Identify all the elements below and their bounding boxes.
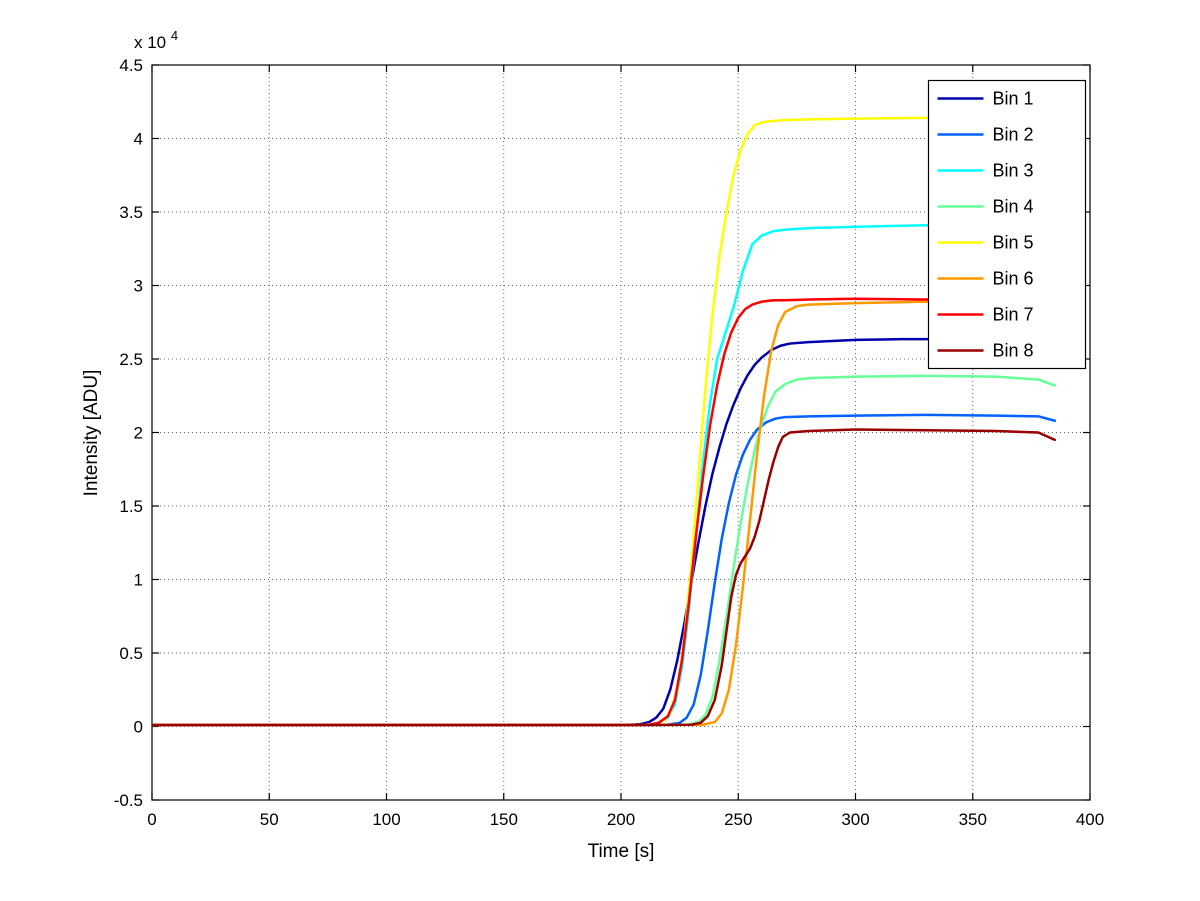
legend-label: Bin 8 <box>993 341 1034 361</box>
y-axis-scale-exponent: 4 <box>171 28 178 43</box>
series-line-bin-7 <box>152 297 1045 727</box>
legend-label: Bin 7 <box>993 305 1034 325</box>
series-line-bin-1 <box>152 337 939 727</box>
x-tick-label: 100 <box>372 810 400 829</box>
legend-label: Bin 6 <box>993 269 1034 289</box>
legend-label: Bin 2 <box>993 125 1034 145</box>
y-tick-label: -0.5 <box>114 791 143 810</box>
x-tick-label: 350 <box>959 810 987 829</box>
series-line-bin-4 <box>152 374 1057 727</box>
x-tick-label: 200 <box>607 810 635 829</box>
x-tick-label: 0 <box>147 810 156 829</box>
y-tick-label: 3.5 <box>119 203 143 222</box>
y-tick-label: 2 <box>134 424 143 443</box>
series-line-bin-8 <box>152 428 1057 727</box>
y-tick-label: 1 <box>134 571 143 590</box>
x-tick-label: 300 <box>841 810 869 829</box>
series-line-bin-5 <box>152 115 1057 727</box>
x-tick-label: 50 <box>260 810 279 829</box>
legend-label: Bin 4 <box>993 197 1034 217</box>
x-tick-label: 150 <box>490 810 518 829</box>
legend-box <box>927 79 1087 370</box>
y-tick-label: 4.5 <box>119 56 143 75</box>
y-tick-label: 0.5 <box>119 644 143 663</box>
series-line-bin-6 <box>152 300 1057 727</box>
series-line-bin-2 <box>152 413 1057 727</box>
y-tick-label: 2.5 <box>119 350 143 369</box>
y-tick-label: 4 <box>134 130 143 149</box>
x-tick-label: 250 <box>724 810 752 829</box>
legend-label: Bin 1 <box>993 89 1034 109</box>
y-axis-label: Intensity [ADU] <box>81 370 102 497</box>
x-tick-label: 400 <box>1076 810 1104 829</box>
x-axis-label: Time [s] <box>588 841 655 862</box>
y-axis-scale-label: x 10 4 <box>134 28 178 52</box>
y-tick-label: 3 <box>134 277 143 296</box>
legend-label: Bin 5 <box>993 233 1034 253</box>
y-tick-label: 1.5 <box>119 497 143 516</box>
y-axis-scale-prefix: x 10 <box>134 33 166 52</box>
legend-label: Bin 3 <box>993 161 1034 181</box>
y-tick-label: 0 <box>134 718 143 737</box>
